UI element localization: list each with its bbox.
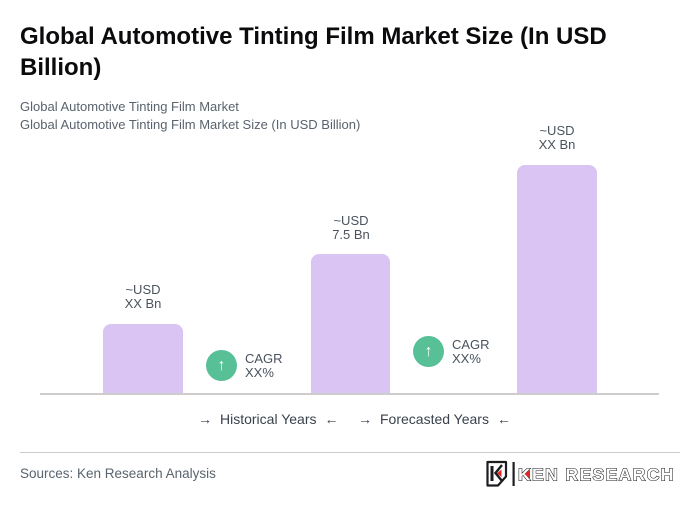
- logo-separator: [512, 462, 515, 486]
- arrow-right-icon: →: [198, 411, 212, 427]
- arrow-left-icon: ←: [496, 411, 511, 427]
- forecasted-years-text: Forecasted Years: [380, 411, 489, 427]
- logo-badge-icon: [486, 460, 508, 487]
- page-title: Global Automotive Tinting Film Market Si…: [20, 21, 680, 83]
- arrow-left-icon: ←: [324, 411, 339, 427]
- historical-years-label: → Historical Years ←: [198, 410, 339, 428]
- forecasted-years-label: → Forecasted Years ←: [358, 410, 511, 428]
- chart-subtitle-line2: Global Automotive Tinting Film Market Si…: [20, 117, 361, 132]
- bar3-label-line1: ~USD: [539, 123, 575, 138]
- cagr-value: XX%: [452, 351, 481, 366]
- bar-value-label: ~USD 7.5 Bn: [291, 214, 411, 242]
- bar1-label-line1: ~USD: [125, 282, 161, 297]
- arrow-right-icon: →: [358, 411, 372, 427]
- chart-subtitle: Global Automotive Tinting Film Market Gl…: [20, 98, 640, 134]
- cagr-annotation: CAGR XX%: [245, 352, 283, 380]
- bar-base-year: [311, 254, 390, 394]
- cagr-up-arrow-icon: ↑: [413, 336, 444, 367]
- chart-subtitle-line1: Global Automotive Tinting Film Market: [20, 99, 239, 114]
- cagr-value: XX%: [245, 365, 274, 380]
- page-title-line2: Billion): [20, 54, 102, 81]
- bar-value-label: ~USD XX Bn: [497, 124, 617, 152]
- bar-value-label: ~USD XX Bn: [83, 283, 203, 311]
- bar2-label-line1: ~USD: [333, 213, 369, 228]
- cagr-label: CAGR: [452, 337, 490, 352]
- sources-note: Sources: Ken Research Analysis: [20, 466, 216, 481]
- ken-research-logo: KEN RESEARCH: [486, 460, 675, 487]
- bar3-label-line2: XX Bn: [538, 137, 576, 152]
- page-title-line1: Global Automotive Tinting Film Market Si…: [20, 23, 607, 50]
- historical-years-text: Historical Years: [220, 411, 317, 427]
- x-axis-baseline: [40, 393, 659, 395]
- logo-wordmark: KEN RESEARCH: [518, 465, 675, 485]
- bar-historical: [103, 324, 183, 394]
- cagr-label: CAGR: [245, 351, 283, 366]
- bar1-label-line2: XX Bn: [124, 296, 162, 311]
- bar-forecast: [517, 165, 597, 394]
- bar2-label-line2: 7.5 Bn: [332, 227, 370, 242]
- footer-divider: [20, 452, 680, 453]
- up-arrow-glyph: ↑: [424, 342, 433, 360]
- logo-k-red-wedge: [524, 469, 530, 479]
- up-arrow-glyph: ↑: [217, 356, 226, 374]
- cagr-annotation: CAGR XX%: [452, 338, 490, 366]
- cagr-up-arrow-icon: ↑: [206, 350, 237, 381]
